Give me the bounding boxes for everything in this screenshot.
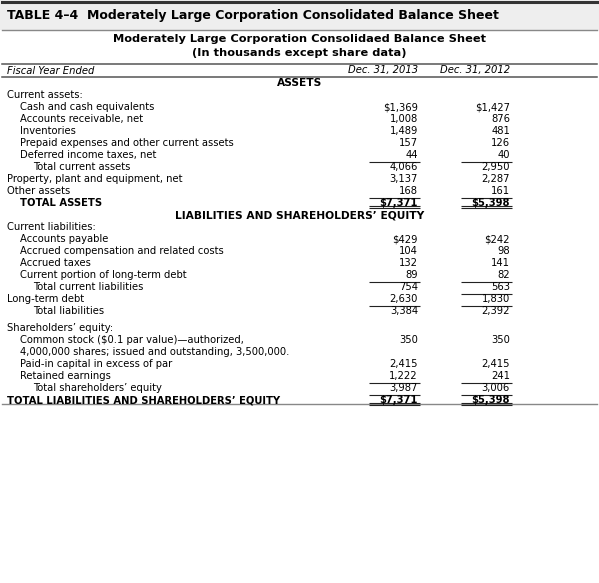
Text: 754: 754: [399, 282, 418, 292]
Text: TOTAL ASSETS: TOTAL ASSETS: [20, 198, 102, 208]
Text: $242: $242: [485, 234, 510, 244]
Text: Long-term debt: Long-term debt: [7, 294, 84, 304]
Text: 2,392: 2,392: [482, 306, 510, 316]
Text: Current liabilities:: Current liabilities:: [7, 222, 96, 232]
Text: 104: 104: [399, 246, 418, 256]
Text: $5,398: $5,398: [471, 198, 510, 208]
Text: Accrued taxes: Accrued taxes: [20, 258, 91, 268]
Text: TABLE 4–4  Moderately Large Corporation Consolidated Balance Sheet: TABLE 4–4 Moderately Large Corporation C…: [7, 9, 499, 22]
Text: 1,222: 1,222: [389, 371, 418, 381]
Text: 82: 82: [497, 270, 510, 280]
Text: LIABILITIES AND SHAREHOLDERS’ EQUITY: LIABILITIES AND SHAREHOLDERS’ EQUITY: [175, 210, 424, 220]
Text: Current assets:: Current assets:: [7, 90, 83, 100]
Text: Total shareholders’ equity: Total shareholders’ equity: [33, 384, 162, 394]
Text: Total liabilities: Total liabilities: [33, 306, 104, 316]
Text: 89: 89: [406, 270, 418, 280]
Text: Retained earnings: Retained earnings: [20, 371, 111, 381]
Text: 44: 44: [406, 150, 418, 160]
Text: 98: 98: [497, 246, 510, 256]
Text: 3,384: 3,384: [390, 306, 418, 316]
Text: 1,489: 1,489: [389, 126, 418, 136]
Text: 2,630: 2,630: [389, 294, 418, 304]
Text: Common stock ($0.1 par value)—authorized,: Common stock ($0.1 par value)—authorized…: [20, 335, 244, 345]
Text: Dec. 31, 2013: Dec. 31, 2013: [348, 65, 418, 76]
Text: 1,008: 1,008: [390, 114, 418, 124]
Text: $1,369: $1,369: [383, 102, 418, 112]
Text: 3,987: 3,987: [389, 384, 418, 394]
Text: Property, plant and equipment, net: Property, plant and equipment, net: [7, 174, 183, 184]
Text: 350: 350: [491, 335, 510, 345]
Text: (In thousands except share data): (In thousands except share data): [192, 48, 407, 58]
Text: TOTAL LIABILITIES AND SHAREHOLDERS’ EQUITY: TOTAL LIABILITIES AND SHAREHOLDERS’ EQUI…: [7, 395, 280, 405]
Text: $1,427: $1,427: [475, 102, 510, 112]
Text: Shareholders’ equity:: Shareholders’ equity:: [7, 324, 113, 333]
Text: Total current assets: Total current assets: [33, 162, 131, 172]
Text: 161: 161: [491, 186, 510, 196]
Text: Dec. 31, 2012: Dec. 31, 2012: [440, 65, 510, 76]
Text: Accounts receivable, net: Accounts receivable, net: [20, 114, 143, 124]
Text: Accrued compensation and related costs: Accrued compensation and related costs: [20, 246, 224, 256]
Text: Total current liabilities: Total current liabilities: [33, 282, 143, 292]
Text: ASSETS: ASSETS: [277, 78, 322, 88]
Text: 2,950: 2,950: [482, 162, 510, 172]
Text: 141: 141: [491, 258, 510, 268]
Text: 40: 40: [498, 150, 510, 160]
Text: 3,006: 3,006: [482, 384, 510, 394]
Text: Accounts payable: Accounts payable: [20, 234, 108, 244]
Text: 481: 481: [491, 126, 510, 136]
Text: Prepaid expenses and other current assets: Prepaid expenses and other current asset…: [20, 138, 234, 148]
Text: 126: 126: [491, 138, 510, 148]
Text: 876: 876: [491, 114, 510, 124]
Text: 1,830: 1,830: [482, 294, 510, 304]
Text: 563: 563: [491, 282, 510, 292]
Bar: [0, 0, 599, 30]
Text: 168: 168: [399, 186, 418, 196]
Text: $429: $429: [392, 234, 418, 244]
Text: 132: 132: [399, 258, 418, 268]
Text: Paid-in capital in excess of par: Paid-in capital in excess of par: [20, 359, 173, 370]
Text: Fiscal Year Ended: Fiscal Year Ended: [7, 65, 95, 76]
Text: Deferred income taxes, net: Deferred income taxes, net: [20, 150, 156, 160]
Text: Cash and cash equivalents: Cash and cash equivalents: [20, 102, 155, 112]
Text: Other assets: Other assets: [7, 186, 70, 196]
Text: 241: 241: [491, 371, 510, 381]
Text: 157: 157: [399, 138, 418, 148]
Text: $7,371: $7,371: [380, 395, 418, 405]
Text: 3,137: 3,137: [389, 174, 418, 184]
Text: Inventories: Inventories: [20, 126, 76, 136]
Text: 4,000,000 shares; issued and outstanding, 3,500,000.: 4,000,000 shares; issued and outstanding…: [20, 347, 289, 357]
Text: $5,398: $5,398: [471, 395, 510, 405]
Text: 4,066: 4,066: [389, 162, 418, 172]
Text: Current portion of long-term debt: Current portion of long-term debt: [20, 270, 187, 280]
Text: $7,371: $7,371: [380, 198, 418, 208]
Text: 2,415: 2,415: [389, 359, 418, 370]
Text: 2,415: 2,415: [482, 359, 510, 370]
Text: 2,287: 2,287: [482, 174, 510, 184]
Text: Moderately Large Corporation Consolidaed Balance Sheet: Moderately Large Corporation Consolidaed…: [113, 34, 486, 44]
Text: 350: 350: [399, 335, 418, 345]
